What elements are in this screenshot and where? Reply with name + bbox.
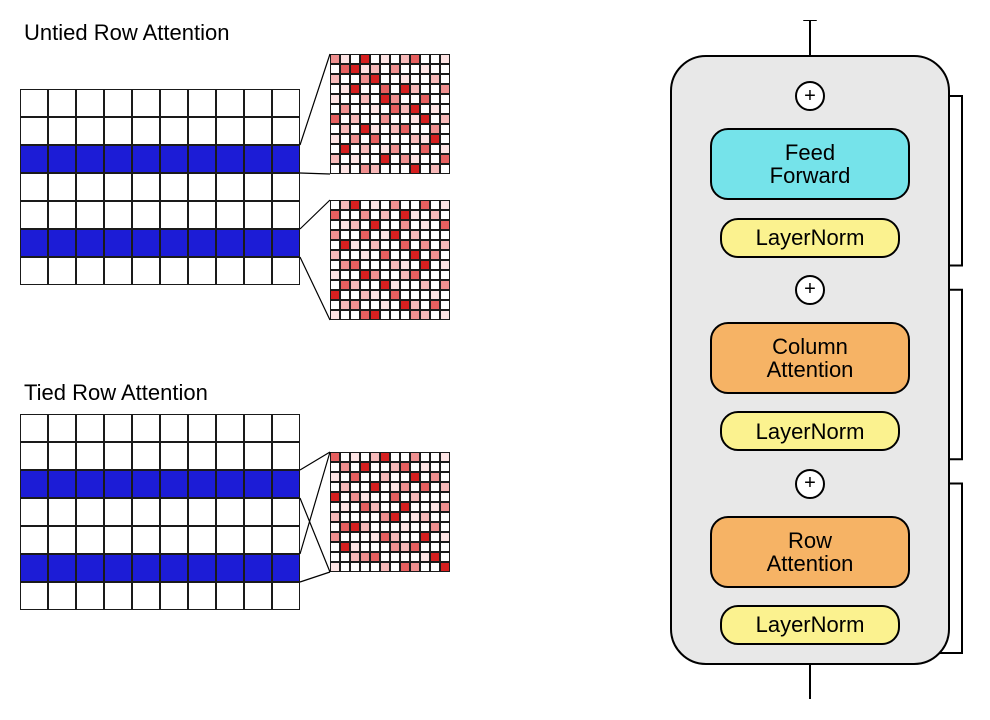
untied-row-area bbox=[20, 54, 580, 320]
untied-row-grid bbox=[20, 89, 300, 285]
untied-section: Untied Row Attention bbox=[20, 20, 580, 320]
layernorm-3: LayerNorm bbox=[720, 218, 900, 258]
ff-label-l2: Forward bbox=[770, 163, 851, 188]
layernorm-2-label: LayerNorm bbox=[756, 420, 865, 443]
tied-section: Tied Row Attention bbox=[20, 380, 580, 610]
transformer-block: + FeedForward LayerNorm + ColumnAttentio… bbox=[670, 55, 950, 665]
row-attn-label-l2: Attention bbox=[767, 551, 854, 576]
untied-attmap-a bbox=[330, 54, 450, 174]
feedforward-node: FeedForward bbox=[710, 128, 910, 200]
layernorm-3-label: LayerNorm bbox=[756, 226, 865, 249]
tied-title: Tied Row Attention bbox=[24, 380, 580, 406]
figure-root: Untied Row Attention Tied Row Attention bbox=[20, 20, 970, 700]
residual-add-bot: + bbox=[795, 469, 825, 499]
layernorm-1-label: LayerNorm bbox=[756, 613, 865, 636]
ff-label-l1: Feed bbox=[785, 140, 835, 165]
tied-heatmaps bbox=[330, 452, 450, 572]
tied-row-grid bbox=[20, 414, 300, 610]
col-attn-label-l1: Column bbox=[772, 334, 848, 359]
tied-row-area bbox=[20, 414, 580, 610]
residual-add-mid: + bbox=[795, 275, 825, 305]
col-attn-label-l2: Attention bbox=[767, 357, 854, 382]
residual-add-top: + bbox=[795, 81, 825, 111]
left-panel: Untied Row Attention Tied Row Attention bbox=[20, 20, 580, 700]
untied-heatmaps bbox=[330, 54, 450, 320]
layernorm-2: LayerNorm bbox=[720, 411, 900, 451]
row-attention-node: RowAttention bbox=[710, 516, 910, 588]
untied-attmap-b bbox=[330, 200, 450, 320]
column-attention-node: ColumnAttention bbox=[710, 322, 910, 394]
row-attn-label-l1: Row bbox=[788, 528, 832, 553]
untied-title: Untied Row Attention bbox=[24, 20, 580, 46]
tied-attmap bbox=[330, 452, 450, 572]
right-panel: + FeedForward LayerNorm + ColumnAttentio… bbox=[640, 20, 980, 700]
layernorm-1: LayerNorm bbox=[720, 605, 900, 645]
